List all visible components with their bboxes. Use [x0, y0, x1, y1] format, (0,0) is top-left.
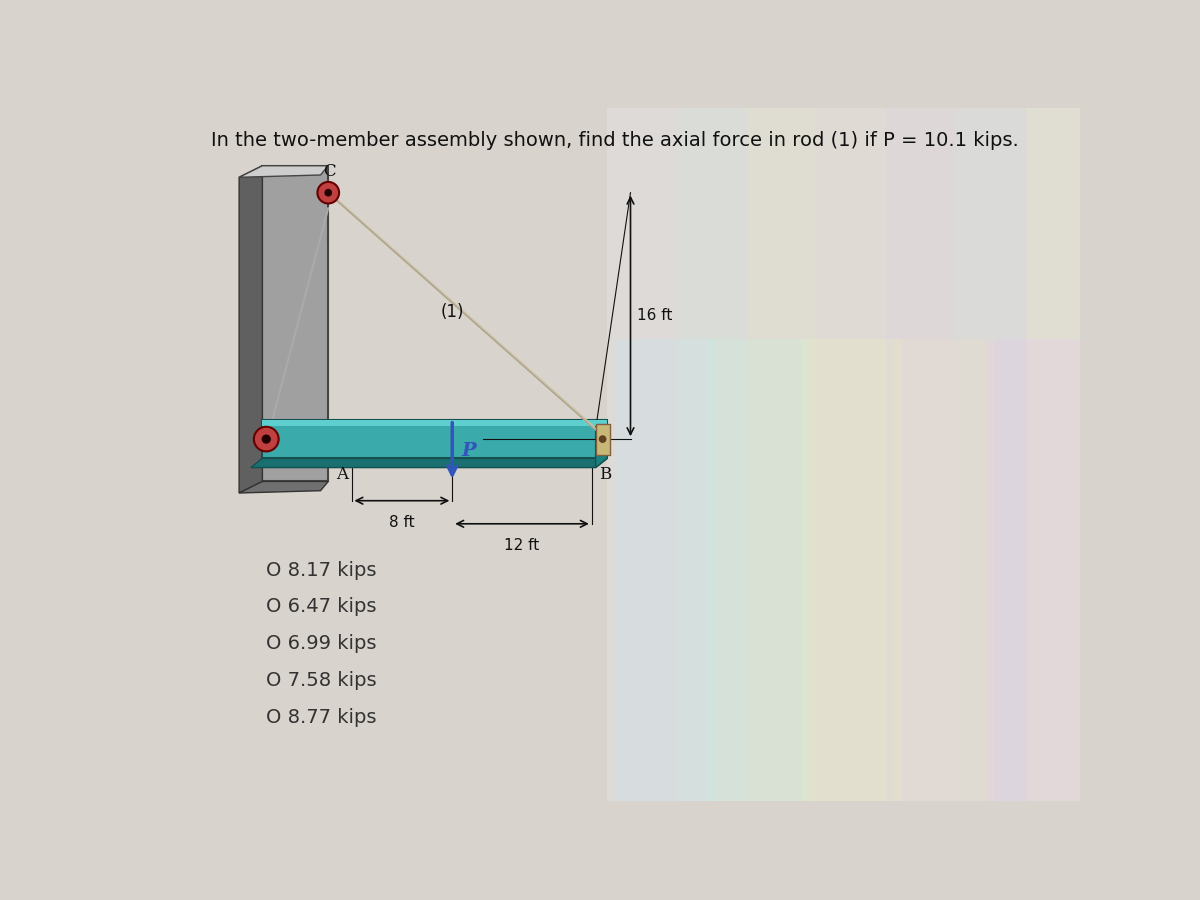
Bar	[802, 339, 901, 801]
Bar	[538, 108, 607, 801]
Bar	[595, 424, 610, 454]
Polygon shape	[595, 419, 607, 468]
Text: O 7.58 kips: O 7.58 kips	[266, 671, 377, 690]
Bar	[816, 108, 887, 801]
Circle shape	[317, 182, 340, 203]
Text: O 6.47 kips: O 6.47 kips	[266, 598, 377, 616]
Bar	[263, 419, 607, 426]
Text: O 8.17 kips: O 8.17 kips	[266, 561, 377, 580]
Bar	[1026, 108, 1096, 801]
Circle shape	[262, 435, 271, 444]
Text: P: P	[462, 442, 476, 460]
Circle shape	[254, 427, 278, 452]
Text: A: A	[336, 466, 348, 483]
Bar	[607, 108, 677, 801]
Bar	[263, 419, 607, 458]
Text: 12 ft: 12 ft	[504, 537, 540, 553]
Text: 16 ft: 16 ft	[637, 309, 672, 323]
Polygon shape	[239, 166, 263, 493]
Bar	[263, 166, 329, 482]
Text: O 6.99 kips: O 6.99 kips	[266, 634, 377, 653]
Polygon shape	[239, 166, 329, 177]
Circle shape	[324, 189, 332, 196]
Text: (1): (1)	[440, 303, 464, 321]
Polygon shape	[251, 458, 607, 468]
Text: O 8.77 kips: O 8.77 kips	[266, 708, 377, 727]
Text: 8 ft: 8 ft	[389, 515, 415, 529]
Text: C: C	[323, 163, 336, 180]
Text: B: B	[600, 466, 612, 483]
Bar	[746, 108, 816, 801]
Bar	[887, 108, 956, 801]
Bar	[894, 339, 995, 801]
Bar	[956, 108, 1026, 801]
Circle shape	[599, 436, 606, 443]
Bar	[708, 339, 809, 801]
Bar	[986, 339, 1087, 801]
Bar	[616, 339, 715, 801]
Text: In the two-member assembly shown, find the axial force in rod (1) if P = 10.1 ki: In the two-member assembly shown, find t…	[211, 131, 1019, 150]
Polygon shape	[239, 482, 329, 493]
Bar	[677, 108, 746, 801]
